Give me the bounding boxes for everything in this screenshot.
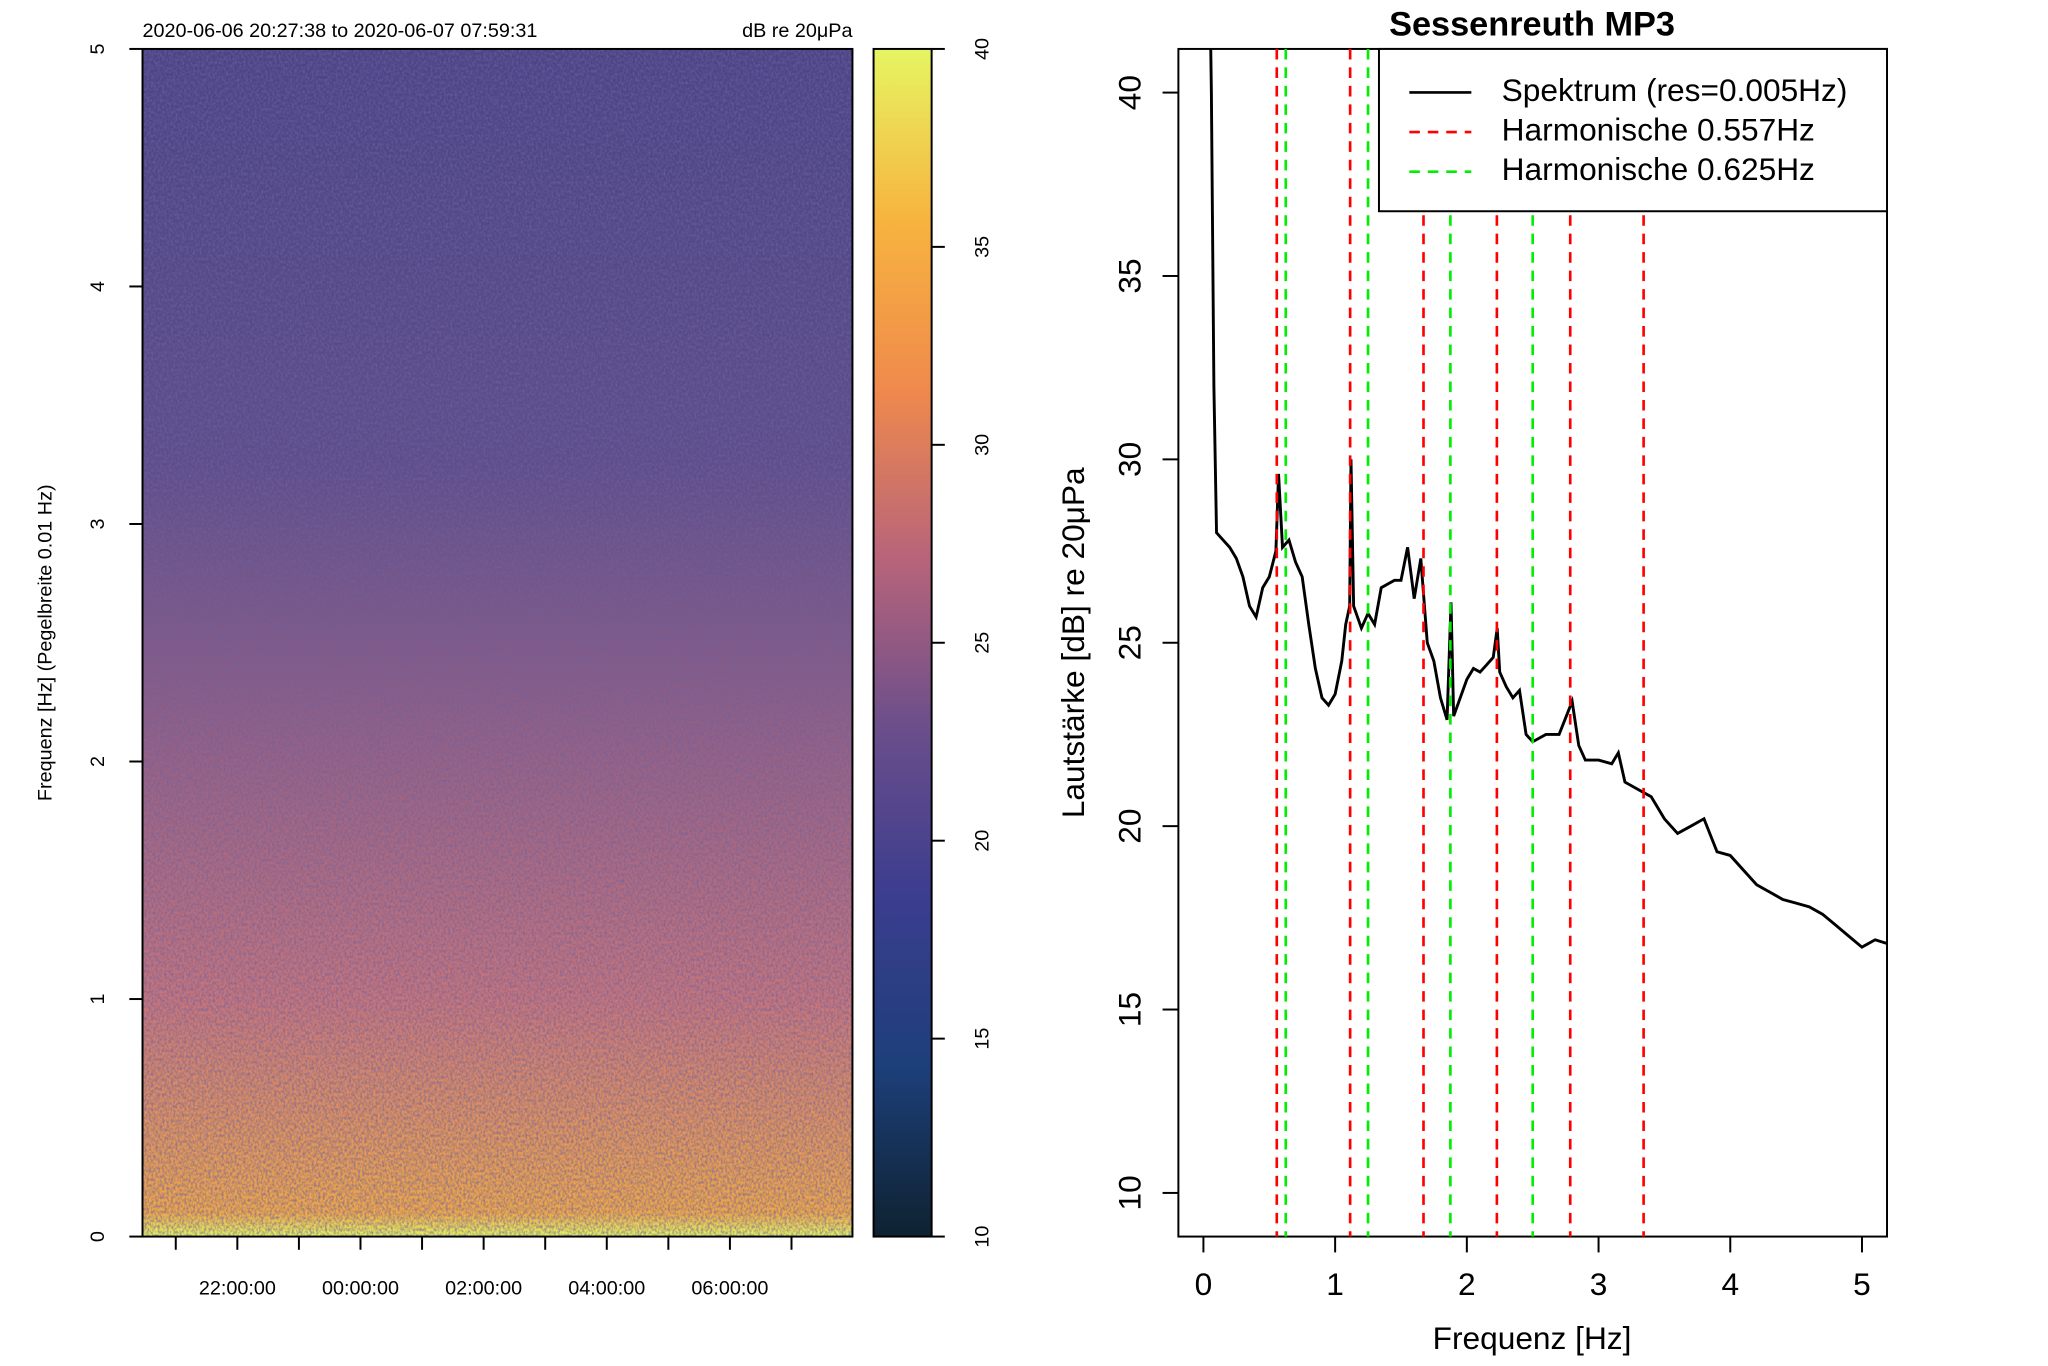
colorbar [872, 47, 933, 1238]
y-tick-label: 1 [87, 994, 109, 1005]
y-tick-label: 20 [1112, 809, 1148, 844]
legend-label: Spektrum (res=0.005Hz) [1502, 72, 1848, 108]
colorbar-title: dB re 20μPa [742, 20, 852, 42]
y-tick-label: 0 [87, 1231, 109, 1242]
legend-box [1377, 47, 1888, 213]
x-tick-label: 22:00:00 [199, 1278, 276, 1300]
x-axis-label: Frequenz [Hz] [1433, 1320, 1632, 1356]
plot-area [1209, 48, 1888, 1237]
x-tick-label: 2 [1458, 1266, 1476, 1302]
plot-frame [141, 47, 854, 1238]
y-tick-label: 25 [1112, 625, 1148, 660]
legend: Spektrum (res=0.005Hz)Harmonische 0.557H… [1377, 47, 1888, 213]
y-tick-label: 40 [1112, 75, 1148, 110]
x-tick-label: 0 [1195, 1266, 1213, 1302]
y-tick-label: 30 [1112, 442, 1148, 477]
colorbar-tick-label: 15 [971, 1028, 993, 1050]
y-tick-label: 10 [1112, 1175, 1148, 1210]
colorbar-tick-label: 35 [971, 236, 993, 258]
colorbar-tick-label: 10 [971, 1226, 993, 1248]
legend-label: Harmonische 0.625Hz [1502, 151, 1815, 187]
legend-label: Harmonische 0.557Hz [1502, 111, 1815, 147]
x-tick-label: 04:00:00 [568, 1278, 645, 1300]
y-axis-label: Frequenz [Hz] (Pegelbreite 0.01 Hz) [34, 484, 56, 801]
y-tick-label: 5 [87, 43, 109, 54]
x-tick-label: 00:00:00 [322, 1278, 399, 1300]
x-tick-label: 06:00:00 [691, 1278, 768, 1300]
spectrogram-image [142, 48, 853, 1237]
y-tick-label: 35 [1112, 258, 1148, 293]
y-tick-label: 4 [87, 281, 109, 292]
x-tick-label: 02:00:00 [445, 1278, 522, 1300]
colorbar-tick-label: 25 [971, 632, 993, 654]
colorbar-tick-label: 30 [971, 434, 993, 456]
y-tick-label: 3 [87, 518, 109, 529]
spectrogram-title: 2020-06-06 20:27:38 to 2020-06-07 07:59:… [143, 20, 538, 42]
x-tick-label: 3 [1590, 1266, 1608, 1302]
spectrum-line [1209, 48, 1888, 949]
y-tick-label: 15 [1112, 992, 1148, 1027]
colorbar-tick-label: 20 [971, 830, 993, 852]
y-tick-label: 2 [87, 756, 109, 767]
y-axis-label: Lautstärke [dB] re 20μPa [1055, 467, 1091, 818]
chart-title: Sessenreuth MP3 [1389, 6, 1675, 44]
x-tick-label: 4 [1721, 1266, 1739, 1302]
x-tick-label: 1 [1326, 1266, 1344, 1302]
colorbar-tick-label: 40 [971, 38, 993, 60]
x-tick-label: 5 [1853, 1266, 1871, 1302]
